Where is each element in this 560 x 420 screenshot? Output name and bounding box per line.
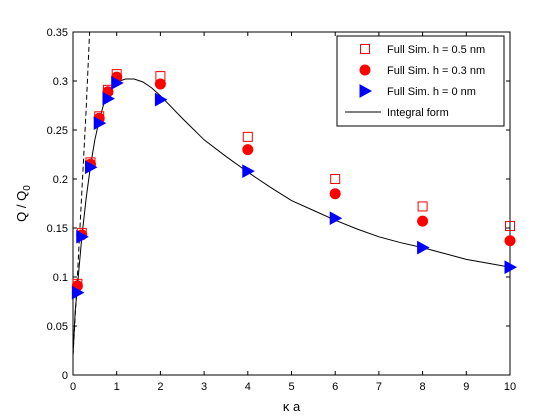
x-axis-ticks: 0 1 2 3 4 5 6 7 8 9 10 [70, 32, 516, 393]
data-markers [71, 69, 518, 300]
data-point [417, 240, 430, 255]
x-tick-label: 2 [157, 381, 163, 393]
legend-label: Integral form [387, 107, 449, 119]
data-point [84, 160, 98, 175]
x-axis-label: κ a [283, 399, 301, 414]
y-tick-label: 0.05 [47, 321, 68, 333]
legend: Full Sim. h = 0.5 nm Full Sim. h = 0.3 nm… [336, 35, 505, 127]
x-tick-label: 10 [504, 381, 516, 393]
data-point [76, 229, 89, 244]
legend-marker [360, 44, 370, 54]
data-point [504, 235, 516, 247]
data-point [242, 144, 254, 156]
data-point [417, 215, 429, 227]
legend-label: Full Sim. h = 0.3 nm [387, 65, 485, 77]
y-tick-label: 0.3 [53, 76, 68, 88]
y-tick-label: 0 [62, 370, 68, 382]
legend-label: Full Sim. h = 0.5 nm [387, 44, 485, 56]
legend-box [336, 35, 505, 127]
y-axis-label-main: Q / Q [14, 191, 29, 222]
y-tick-label: 0.1 [53, 272, 68, 284]
x-tick-label: 1 [114, 381, 120, 393]
y-axis-ticks: 0 0.05 0.1 0.15 0.2 0.25 0.3 0.35 [47, 27, 510, 382]
x-tick-label: 8 [420, 381, 426, 393]
x-tick-label: 0 [70, 381, 76, 393]
x-tick-label: 9 [463, 381, 469, 393]
data-point [111, 76, 124, 90]
x-tick-label: 3 [201, 381, 207, 393]
y-tick-label: 0.35 [47, 27, 68, 39]
data-point [93, 116, 107, 130]
data-point [504, 260, 518, 275]
legend-label: Full Sim. h = 0 nm [387, 86, 476, 98]
data-point [330, 174, 341, 184]
data-point [417, 201, 428, 212]
data-point [505, 221, 515, 232]
data-point [242, 131, 253, 142]
data-point [329, 211, 343, 226]
data-point [71, 285, 85, 300]
y-axis-label: Q / Q0 [14, 185, 33, 222]
y-tick-label: 0.15 [47, 223, 68, 235]
legend-marker [359, 84, 373, 98]
data-point [154, 78, 166, 90]
x-tick-label: 7 [376, 381, 382, 393]
x-tick-label: 4 [245, 381, 251, 393]
y-tick-label: 0.25 [47, 125, 68, 137]
legend-marker [359, 64, 371, 76]
x-tick-label: 5 [288, 381, 294, 393]
dashed-curve [73, 32, 91, 356]
data-point [154, 92, 168, 107]
y-axis-label-subscript: 0 [22, 185, 33, 191]
data-point [329, 188, 341, 200]
data-point [242, 164, 255, 179]
y-tick-label: 0.2 [53, 174, 68, 186]
data-point [102, 91, 116, 106]
x-tick-label: 6 [332, 381, 338, 393]
